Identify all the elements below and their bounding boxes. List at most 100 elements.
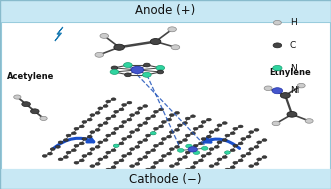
Circle shape — [79, 125, 84, 128]
Circle shape — [233, 144, 238, 147]
Circle shape — [175, 129, 179, 131]
Circle shape — [169, 165, 174, 168]
Circle shape — [111, 66, 118, 70]
Circle shape — [106, 134, 111, 137]
Text: H: H — [290, 18, 297, 27]
Circle shape — [114, 144, 119, 147]
Circle shape — [14, 95, 21, 99]
Circle shape — [106, 168, 111, 171]
Circle shape — [183, 139, 188, 141]
Circle shape — [175, 146, 179, 148]
Circle shape — [230, 149, 235, 152]
Circle shape — [169, 131, 174, 134]
Circle shape — [157, 70, 164, 74]
Circle shape — [193, 151, 200, 154]
FancyBboxPatch shape — [1, 22, 330, 169]
Circle shape — [111, 98, 116, 101]
Circle shape — [135, 146, 140, 148]
Circle shape — [214, 163, 219, 165]
Circle shape — [167, 135, 171, 138]
Circle shape — [183, 156, 188, 158]
Circle shape — [114, 110, 118, 113]
Circle shape — [42, 155, 47, 157]
Circle shape — [217, 124, 222, 127]
Circle shape — [143, 72, 151, 77]
Circle shape — [191, 132, 196, 135]
Circle shape — [103, 139, 108, 141]
Circle shape — [262, 156, 267, 158]
Circle shape — [143, 122, 148, 125]
Circle shape — [127, 101, 132, 104]
Circle shape — [146, 134, 150, 137]
Circle shape — [202, 146, 208, 150]
Circle shape — [207, 135, 211, 138]
Circle shape — [185, 168, 190, 171]
Circle shape — [135, 129, 140, 131]
Circle shape — [95, 112, 100, 114]
Circle shape — [135, 163, 140, 165]
Circle shape — [272, 121, 280, 126]
Circle shape — [150, 39, 161, 45]
Circle shape — [138, 158, 142, 161]
Circle shape — [74, 161, 79, 164]
Circle shape — [225, 134, 230, 137]
Circle shape — [159, 159, 164, 162]
Circle shape — [58, 141, 63, 144]
Circle shape — [131, 66, 144, 74]
Circle shape — [222, 139, 227, 141]
Circle shape — [169, 148, 174, 150]
Circle shape — [230, 132, 235, 135]
Circle shape — [193, 161, 198, 164]
Circle shape — [146, 168, 150, 171]
Circle shape — [48, 152, 53, 155]
Circle shape — [209, 148, 214, 150]
Circle shape — [143, 139, 148, 141]
Circle shape — [191, 166, 196, 169]
Circle shape — [130, 165, 134, 168]
Circle shape — [114, 44, 124, 50]
Circle shape — [90, 165, 95, 168]
Circle shape — [186, 144, 192, 148]
Circle shape — [254, 129, 259, 131]
Circle shape — [287, 112, 297, 117]
Circle shape — [222, 156, 227, 158]
Circle shape — [151, 166, 156, 169]
Circle shape — [135, 111, 140, 114]
Circle shape — [58, 158, 63, 161]
Circle shape — [177, 141, 182, 144]
Circle shape — [257, 158, 262, 161]
Circle shape — [254, 146, 259, 148]
Circle shape — [113, 144, 119, 147]
Circle shape — [90, 114, 95, 116]
Circle shape — [193, 127, 198, 130]
Circle shape — [22, 102, 30, 107]
Circle shape — [280, 93, 290, 98]
Circle shape — [201, 121, 206, 123]
Circle shape — [273, 20, 281, 25]
Circle shape — [110, 70, 119, 74]
Circle shape — [79, 142, 84, 145]
Circle shape — [119, 142, 124, 145]
Circle shape — [217, 141, 222, 144]
Circle shape — [103, 122, 108, 125]
Circle shape — [66, 151, 71, 154]
Circle shape — [111, 166, 116, 169]
Circle shape — [183, 122, 188, 125]
Circle shape — [150, 132, 156, 135]
Text: C: C — [290, 41, 296, 50]
Circle shape — [95, 52, 104, 57]
Circle shape — [138, 141, 142, 144]
Circle shape — [222, 122, 227, 125]
Circle shape — [154, 161, 158, 164]
Circle shape — [90, 148, 95, 150]
Circle shape — [98, 158, 103, 161]
Circle shape — [103, 105, 108, 107]
Circle shape — [151, 149, 156, 152]
Circle shape — [130, 148, 134, 150]
Circle shape — [66, 134, 71, 137]
Text: Cathode (−): Cathode (−) — [129, 173, 202, 186]
Circle shape — [138, 124, 142, 127]
Circle shape — [249, 148, 254, 150]
Circle shape — [151, 132, 156, 135]
Circle shape — [171, 45, 180, 50]
